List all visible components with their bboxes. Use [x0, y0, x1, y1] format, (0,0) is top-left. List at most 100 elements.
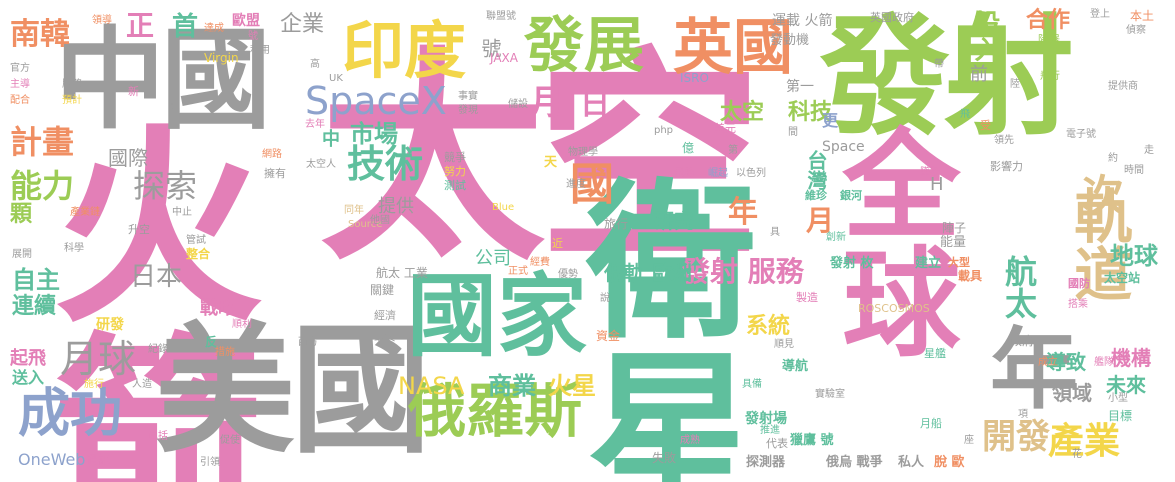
word-192: 具備	[742, 379, 762, 390]
word-16: 技術	[347, 142, 424, 186]
word-17: 月球	[60, 337, 137, 381]
word-188: 墜毀	[920, 167, 940, 178]
word-178: 提供商	[1108, 81, 1138, 92]
word-166: 配合	[10, 95, 30, 106]
word-122: 優勢	[558, 269, 578, 280]
word-133: 引領	[200, 457, 220, 468]
word-202: 說	[600, 293, 610, 304]
word-135: 人造	[132, 379, 152, 390]
word-13: 成功	[18, 384, 123, 444]
word-131: 措施	[215, 347, 235, 358]
word-128: 順利	[232, 319, 252, 330]
word-107: 月船	[920, 417, 942, 430]
word-110: 成立	[1038, 357, 1058, 368]
word-142: 產業鏈	[70, 207, 100, 218]
word-169: 號	[248, 31, 258, 42]
word-132: 促使	[220, 435, 240, 446]
word-182: 約	[1108, 153, 1118, 164]
word-200: 搭乘	[1068, 299, 1088, 310]
word-201: 第	[728, 145, 738, 156]
word-18: 產業	[1048, 421, 1121, 462]
word-42: 自主	[12, 266, 60, 294]
word-185: 受	[980, 119, 991, 132]
word-44: 公司	[475, 248, 511, 269]
word-150: 網路	[262, 149, 282, 160]
word-167: 領導	[92, 15, 112, 26]
word-36: 科技	[788, 100, 833, 125]
word-80: JAXA	[490, 51, 518, 65]
word-35: 太空	[720, 100, 765, 125]
word-170: 利用	[250, 45, 270, 56]
word-127: 西方	[298, 337, 318, 348]
word-20: 南韓	[10, 17, 70, 52]
word-147: 測試	[444, 179, 466, 192]
word-22: 探索	[133, 167, 198, 205]
word-32: 市場	[350, 120, 398, 148]
word-184: 領先	[994, 135, 1014, 146]
word-124: 旅行	[604, 217, 629, 231]
word-146: 努力	[444, 165, 466, 178]
word-68: 更	[819, 112, 838, 128]
word-99: 銀河	[840, 189, 862, 202]
word-134: 包括	[148, 431, 168, 442]
word-101: 崛起	[708, 168, 728, 179]
word-73: 英國政府	[870, 11, 914, 24]
word-83: php	[654, 125, 674, 136]
word-71: 運載 火箭	[772, 13, 833, 29]
word-37: NASA	[398, 372, 465, 400]
word-113: 推進	[760, 425, 780, 436]
word-162: 預計	[62, 95, 82, 106]
word-72: 發動機	[770, 33, 810, 48]
word-157: 億	[682, 141, 695, 155]
word-78: Virgin	[204, 51, 239, 65]
word-114: 獵鷹 號	[790, 433, 834, 448]
word-29: 國	[570, 159, 614, 210]
word-171: 聯盟號	[486, 11, 516, 22]
word-191: 製造	[796, 291, 818, 304]
word-43: 連續	[12, 294, 57, 319]
word-39: 火星	[548, 372, 596, 400]
word-63: 研發	[96, 317, 124, 333]
word-126: 最終	[374, 330, 396, 343]
word-104: 創新	[826, 232, 846, 243]
word-143: 中止	[172, 207, 192, 218]
word-159: 進度	[566, 179, 586, 190]
word-138: 展開	[12, 249, 32, 260]
word-74: 本土	[1130, 9, 1155, 23]
word-53: 領域	[1052, 381, 1092, 405]
word-10: 英國	[673, 13, 793, 83]
word-40: 系統	[746, 314, 791, 339]
word-158: 美元	[714, 122, 736, 135]
word-190: 具	[770, 227, 780, 238]
word-64: OneWeb	[18, 450, 86, 469]
word-193: 順見	[774, 339, 794, 350]
word-199: 花	[1072, 449, 1082, 460]
word-51: 未來	[1106, 373, 1146, 397]
word-31: 日	[580, 87, 610, 122]
word-52: 導致	[1046, 350, 1086, 374]
word-28: 發射 服務	[682, 255, 804, 288]
word-180: 陸	[1010, 79, 1020, 90]
word-155: 儲設	[508, 99, 528, 110]
word-141: 升空	[128, 223, 150, 236]
word-156: 天	[544, 155, 558, 170]
word-165: 主導	[10, 79, 30, 90]
word-106: 陣子	[942, 221, 967, 235]
word-33: 投入	[970, 10, 1000, 62]
word-152: 他國	[370, 215, 390, 226]
word-61: 起飛	[10, 348, 46, 369]
word-8: 印度	[342, 14, 467, 87]
word-161: 服務	[62, 79, 82, 90]
word-102: 飛船	[674, 168, 694, 179]
word-187: 間	[788, 127, 798, 138]
word-2: 火箭	[17, 116, 262, 482]
word-56: 首	[172, 12, 199, 42]
word-0: 太空	[320, 29, 762, 291]
word-54: 國際	[108, 146, 148, 170]
word-177: 偵察	[1126, 25, 1146, 36]
word-6: 全球	[821, 123, 960, 359]
word-153: 事實	[458, 91, 478, 102]
word-79: UK	[329, 73, 343, 84]
word-48: 台灣	[804, 150, 828, 190]
word-93: 大型	[948, 256, 970, 269]
